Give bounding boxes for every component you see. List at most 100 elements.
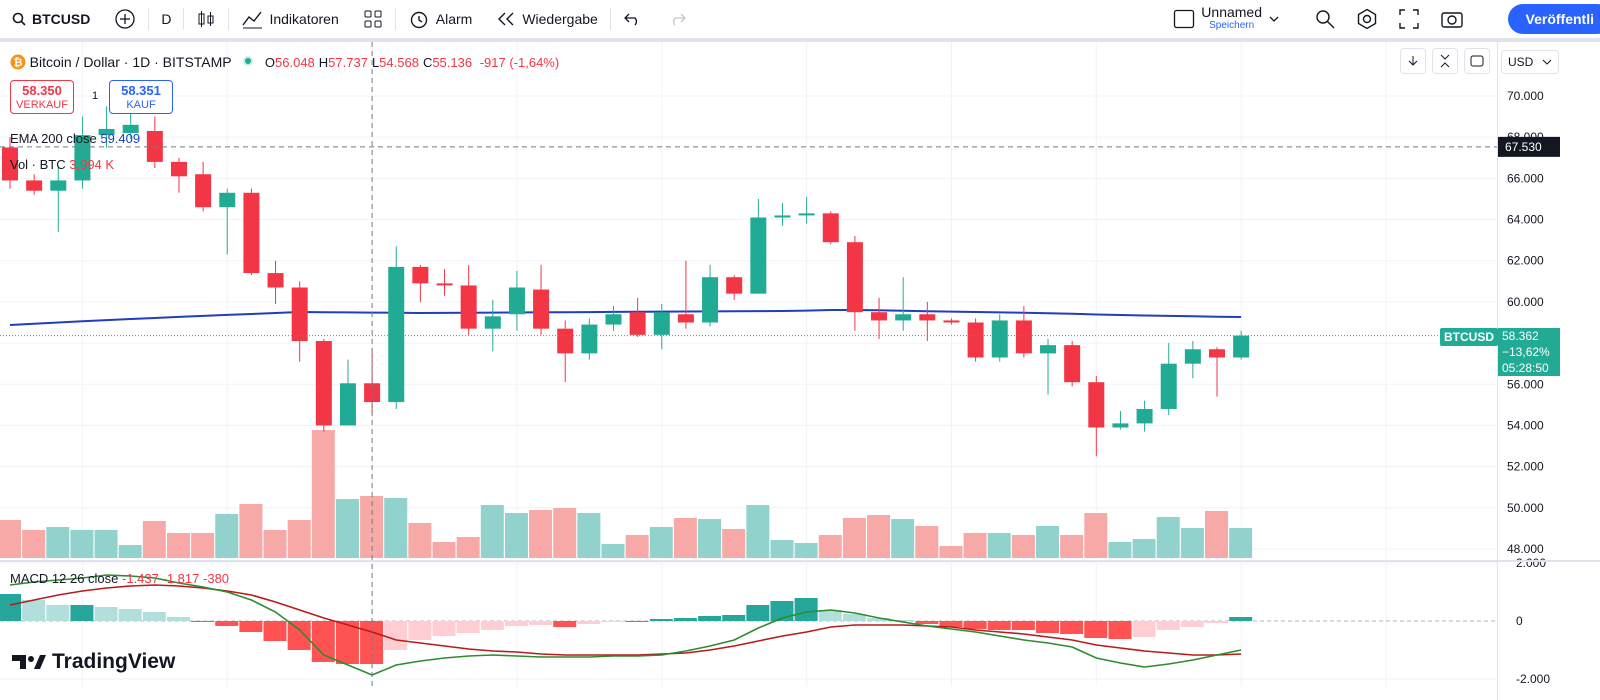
ohlc-key: C [422,55,433,70]
market-status [243,56,254,66]
macd-histogram-bar [1108,620,1132,640]
candle-body [1233,335,1250,358]
replay-icon [498,12,514,26]
volume-bar [1060,535,1084,558]
spread: 1 [92,90,99,102]
macd-histogram-bar [867,618,891,621]
toolbar: BTCUSD D Indikatoren Alarm Wiedergabe Un… [0,0,1600,42]
volume-bar [939,545,963,558]
compare-button[interactable] [102,0,148,38]
y-tick-label: 66.000 [1507,171,1544,185]
macd-histogram-bar [601,620,625,622]
tools [1302,0,1476,38]
undo-icon [623,13,637,26]
candle-body [1160,363,1177,409]
chart-type-button[interactable] [184,0,228,38]
chart: 70.00068.00066.00064.00062.00060.00058.0… [0,42,1600,700]
redo-icon [672,13,686,26]
plus-icon [115,9,135,29]
candle-body [919,314,936,321]
separator [394,8,396,30]
macd-line [9,574,1242,676]
indicators-button[interactable]: Indikatoren [229,0,350,38]
countdown: 05:28:50 [1502,361,1549,375]
macd-histogram-bar [1060,620,1084,634]
pane-buttons [1400,48,1490,74]
volume-bar [408,522,432,558]
volume-bar [0,520,21,558]
volume-bar [46,527,70,558]
volume-bar [649,527,673,558]
volume-bar [698,518,722,558]
interval-button[interactable]: D [149,0,183,38]
macd-histogram-bar [191,620,215,622]
indicators-icon [242,11,263,29]
pane-down-button[interactable] [1400,48,1426,74]
volume-bar [770,540,794,558]
svg-text:₿: ₿ [14,57,23,69]
macd-histogram-bar [939,620,963,628]
sell-button[interactable]: 58.350 VERKAUF [10,80,74,114]
pane-maximize-button[interactable] [1464,48,1490,74]
candle-body [846,242,863,313]
macd-histogram-bar [794,597,818,621]
volume-bar [215,513,239,558]
volume-bar [673,517,697,558]
macd-histogram-bar [384,620,408,651]
pane-collapse-button[interactable] [1432,48,1458,74]
macd-histogram-bar [432,620,456,636]
macd-histogram-bar [529,620,553,626]
settings-icon[interactable] [1356,8,1378,30]
layout-button[interactable]: Unnamed Speichern [1161,0,1292,38]
ohlc-key: L [371,55,380,70]
currency-button[interactable]: USD [1501,50,1559,74]
y-tick-label: 64.000 [1507,213,1544,227]
macd-histogram-bar [1036,620,1060,634]
volume-bar [987,532,1011,558]
macd-histogram-bar [335,620,359,665]
candle-body [895,314,912,321]
ema-name: EMA 200 close [10,131,97,146]
volume-bar [625,535,649,558]
alert-button[interactable]: Alarm [396,0,485,38]
macd-histogram-bar [915,620,939,624]
logo: TradingView [12,650,175,674]
ohlc-value: 55.136 [432,55,473,70]
macd-tick-label: 2.000 [1516,556,1546,570]
templates-button[interactable] [351,0,395,38]
macd-histogram-bar [963,620,987,630]
screenshot-icon[interactable] [1440,8,1464,30]
candle-body [750,217,767,294]
separator [183,8,185,30]
price-change: −13,62% [1502,345,1550,359]
search-icon [12,12,26,26]
macd-histogram-bar [142,612,166,621]
volume-bar [22,530,46,558]
publish-button[interactable]: Veröffentli [1507,4,1600,34]
candle-body [629,312,646,335]
candle-body [822,213,839,243]
volume-bar [384,497,408,558]
redo-button[interactable] [655,0,699,38]
candle-body [364,383,381,403]
save-label: Speichern [1209,20,1255,31]
candle-body [1015,320,1032,354]
macd-histogram-bar [649,618,673,621]
volume-bar [529,510,553,558]
volume-bar [601,543,625,558]
replay-button[interactable]: Wiedergabe [484,0,610,38]
ema-value: 59.409 [100,131,141,146]
alarm-icon [410,11,427,29]
symbol-search[interactable]: BTCUSD [0,0,102,38]
buy-button[interactable]: 58.351 KAUF [109,80,173,114]
undo-button[interactable] [611,0,655,38]
alert-label: Alarm [435,11,473,27]
volume-bar [1229,527,1253,558]
volume-bar [1036,525,1060,558]
fullscreen-icon[interactable] [1398,8,1420,30]
y-tick-label: 48.000 [1507,542,1544,556]
macd-histogram-bar [456,620,480,634]
y-tick-label: 52.000 [1507,460,1544,474]
search-icon[interactable] [1314,8,1336,30]
